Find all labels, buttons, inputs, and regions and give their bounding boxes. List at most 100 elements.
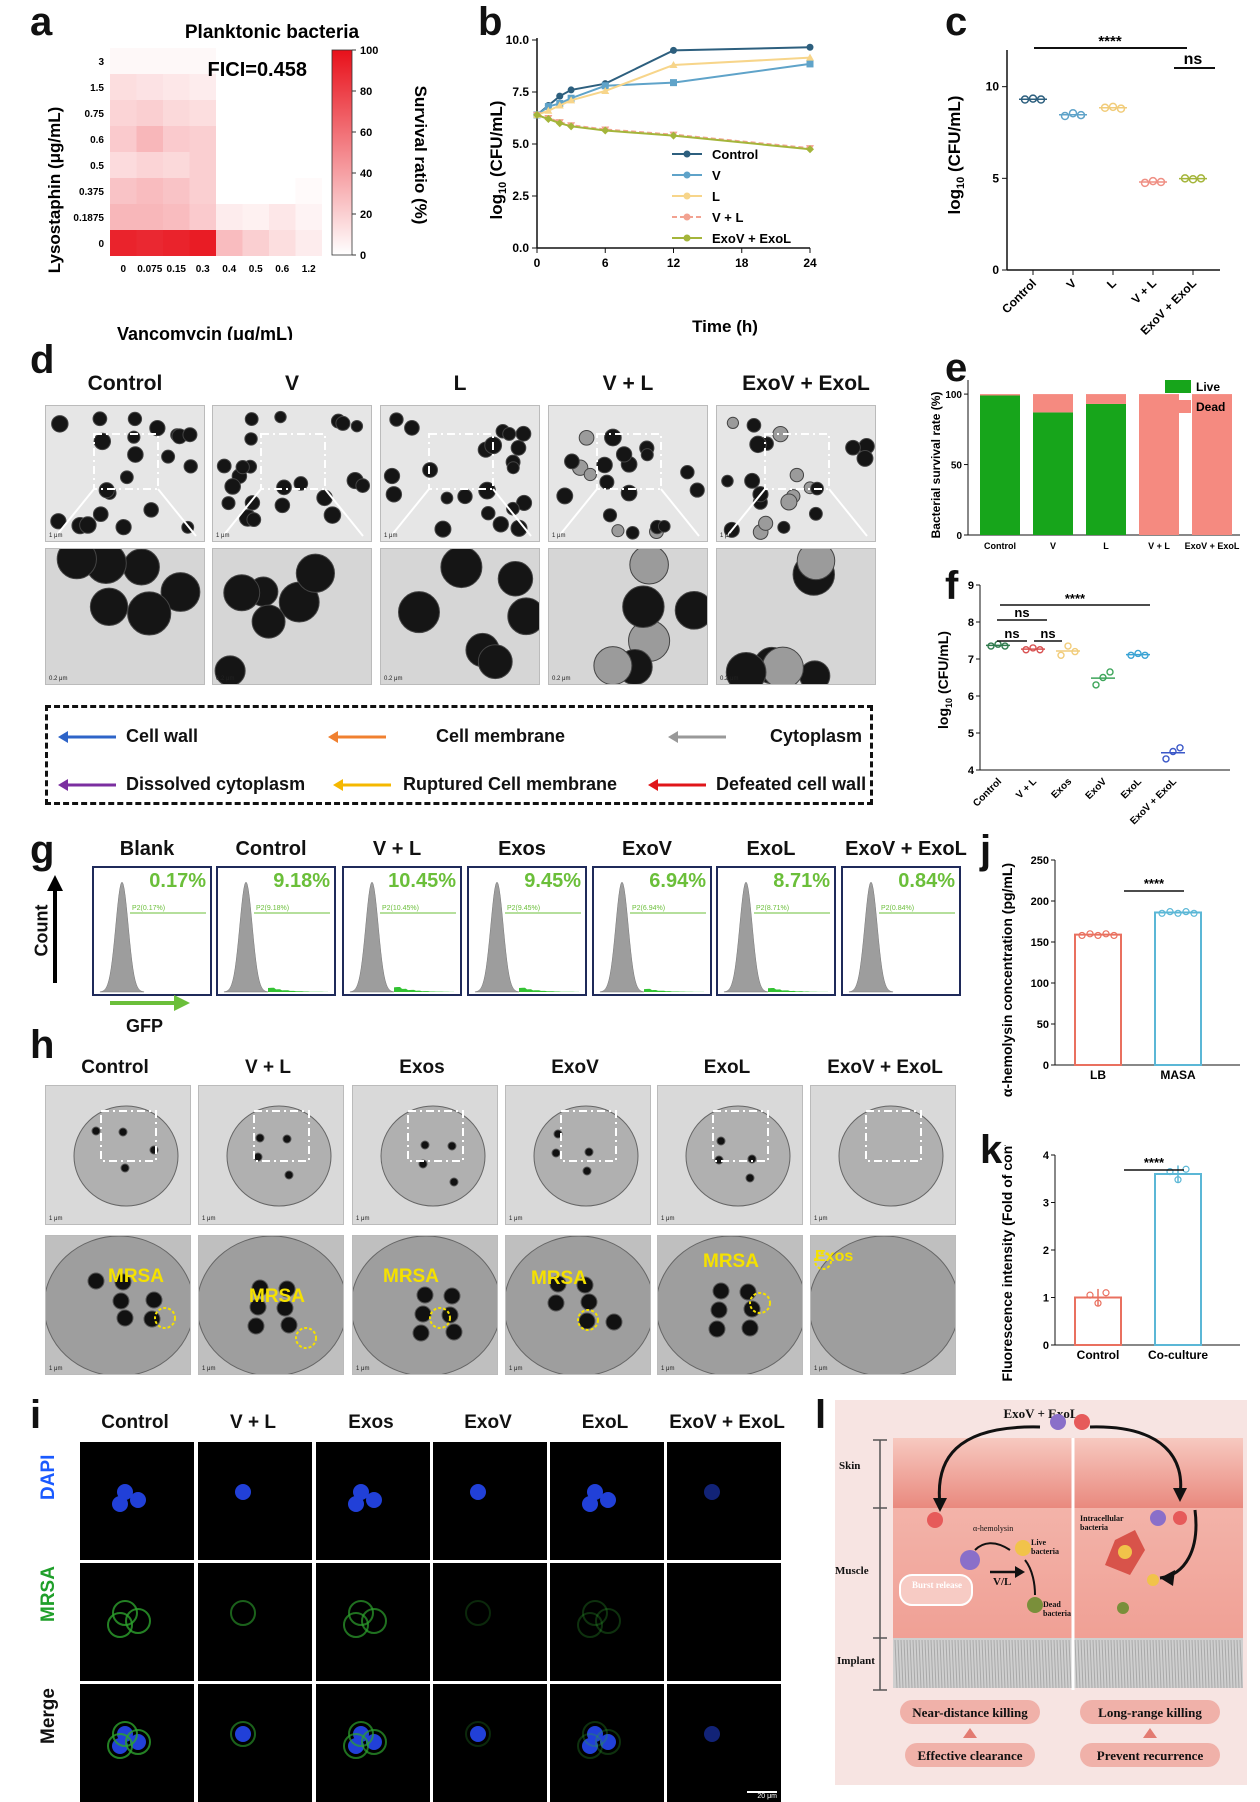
scale-bar-label: 1 μm: [509, 1366, 523, 1372]
mrsa-circle: [749, 1292, 771, 1314]
flow-gfp-tail: [394, 987, 454, 992]
f-point: [1071, 647, 1079, 656]
mrsa-signal: [348, 1600, 374, 1626]
c-point: [1140, 178, 1150, 188]
bacterium: [725, 651, 767, 684]
l-burst: Burst release: [911, 1580, 963, 1590]
f-x-tick: ExoV: [1084, 776, 1110, 802]
l-muscle: Muscle: [835, 1565, 869, 1577]
e-bar-dead: [1192, 394, 1232, 535]
c-point: [1036, 95, 1046, 104]
colorbar: [331, 49, 353, 256]
bacterium: [293, 476, 309, 491]
mrsa-circle: [577, 1309, 599, 1331]
l-hemolysin: α-hemolysin: [973, 1524, 1014, 1533]
c-x-tick: L: [1104, 276, 1119, 291]
flow-histogram: [99, 881, 145, 993]
intracellular-bacterium: [414, 1305, 432, 1323]
macrophage: [658, 1236, 802, 1374]
mrsa-signal: [361, 1608, 387, 1634]
mrsa-signal: [230, 1600, 256, 1626]
bacterium: [746, 418, 762, 433]
flow-histogram: [349, 881, 395, 993]
confocal-dapi: [433, 1442, 547, 1560]
zoom-box: [260, 433, 326, 490]
bacterium: [183, 459, 198, 474]
arrow-red-icon: [648, 779, 706, 791]
bacterium: [625, 525, 640, 540]
colorbar-tick: 0: [360, 250, 366, 262]
bacterium: [182, 427, 198, 443]
heatmap-a: Planktonic bacteria 3 1.5 0.75 0.6 0.5 0.375 0…: [45, 22, 430, 340]
bacterium: [244, 412, 259, 427]
heatmap-x-tick: 0.3: [196, 264, 210, 275]
scale-bar-label: 1 μm: [552, 533, 566, 539]
line-series-3: [536, 113, 811, 150]
e-bar-dead: [980, 394, 1020, 396]
zoom-box: [100, 1110, 157, 1162]
flow-gfp-tail: [519, 987, 579, 992]
intracellular-bacterium: [745, 1173, 755, 1183]
j-point: [1158, 909, 1166, 917]
heatmap-cell: [110, 100, 137, 126]
bacterium: [749, 435, 767, 454]
k-ylabel: Fluorescence intensity (Fold of control): [1000, 1145, 1015, 1381]
bacterium: [440, 549, 483, 589]
flow-percent: 6.94%: [649, 870, 706, 892]
j-bar: [1154, 911, 1202, 1067]
intracellular-bacterium: [443, 1287, 461, 1305]
bacterium: [564, 453, 580, 470]
h-marker-label: MRSA: [383, 1266, 439, 1287]
bacterium: [457, 488, 473, 505]
heatmap-cell: [189, 100, 216, 126]
nucleus: [582, 1738, 598, 1754]
barchart-k: 0 1 2 3 4 Control Co-culture Fluorescence inte…: [1000, 1145, 1240, 1381]
confocal-dapi: [80, 1442, 194, 1560]
bacterium: [295, 553, 335, 593]
l-drawing: [873, 1414, 1243, 1767]
flow-gate-label: P2(10.45%): [382, 905, 419, 912]
heatmap-cell: [136, 178, 163, 204]
confocal-merge: [80, 1684, 194, 1802]
macrophage: [199, 1236, 343, 1374]
bacterium: [221, 496, 236, 511]
bacterium: [481, 505, 496, 521]
intracellular-bacterium: [578, 1312, 596, 1330]
intracellular-bacterium: [416, 1286, 434, 1304]
intracellular-bacterium: [739, 1283, 757, 1301]
line-point: [556, 92, 564, 100]
heatmap-cell: [242, 230, 269, 256]
intracellular-bacterium: [87, 1272, 105, 1290]
bacterium: [316, 489, 333, 507]
heatmap-x-tick: 0.5: [249, 264, 263, 275]
heatmap-cell: [295, 178, 322, 204]
i-col-header: ExoV: [464, 1412, 512, 1433]
c-point: [1028, 94, 1038, 103]
heatmap-cell: [136, 100, 163, 126]
f-y-tick: 5: [968, 728, 974, 740]
nucleus: [366, 1492, 382, 1508]
bacterium: [640, 448, 654, 462]
heatmap-cell: [110, 152, 137, 178]
schematic-l: ExoV + ExoL: [835, 1400, 1247, 1785]
heatmap-cell: [269, 204, 296, 230]
bacterium: [629, 549, 669, 585]
mrsa-signal: [107, 1612, 133, 1638]
h-col-header: ExoV + ExoL: [827, 1057, 943, 1078]
j-bars: [1074, 908, 1202, 1067]
bacterium: [507, 597, 539, 636]
arrow-orange-icon: [328, 731, 386, 743]
heatmap-ylabel: Lysostaphin (μg/mL): [45, 107, 64, 274]
line-point: [544, 115, 553, 124]
line-legend-marker: [683, 234, 691, 242]
intracellular-bacterium: [747, 1154, 757, 1164]
heatmap-cell: [110, 74, 137, 100]
bacterium: [761, 646, 804, 684]
legend-cell-wall: Cell wall: [126, 726, 199, 746]
fici-label: FICI=0.458: [207, 59, 307, 81]
heatmap-grid: [110, 48, 322, 256]
k-x-tick: Co-culture: [1148, 1348, 1208, 1362]
f-point: [994, 640, 1002, 648]
panel-letter-f: f: [945, 564, 959, 608]
i-row-label: DAPI: [38, 1454, 59, 1500]
